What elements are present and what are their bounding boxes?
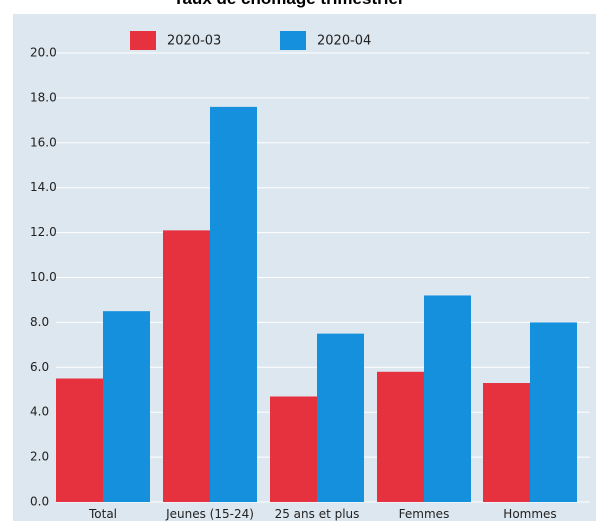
y-tick-label: 12.0 (30, 225, 57, 239)
bar-2020-03-jeunes-15-24- (163, 230, 210, 503)
legend-label: 2020-03 (167, 34, 221, 49)
y-tick-label: 20.0 (30, 46, 57, 60)
bar-2020-04-femmes (424, 295, 471, 502)
bar-2020-04-total (103, 311, 150, 502)
y-tick-label: 2.0 (30, 450, 49, 464)
y-tick-label: 4.0 (30, 405, 49, 419)
legend-swatch (280, 31, 306, 50)
x-category-label: 25 ans et plus (275, 507, 360, 521)
bar-2020-03-25-ans-et-plus (270, 396, 317, 502)
x-category-label: Jeunes (15-24) (165, 507, 254, 521)
legend-label: 2020-04 (317, 34, 371, 49)
y-tick-label: 14.0 (30, 180, 57, 194)
y-tick-label: 10.0 (30, 270, 57, 284)
x-category-label: Hommes (503, 507, 556, 521)
bar-2020-04-hommes (530, 322, 577, 502)
y-tick-label: 16.0 (30, 135, 57, 149)
bars (56, 106, 577, 503)
bar-2020-04-jeunes-15-24- (210, 106, 257, 502)
y-tick-label: 18.0 (30, 90, 57, 104)
bar-2020-03-femmes (377, 371, 424, 502)
y-tick-label: 6.0 (30, 360, 49, 374)
x-axis-labels: Total Jeunes (15-24) 25 ans et plus Femmes H… (88, 507, 557, 521)
chart-title: Taux de chômage trimestriel (173, 0, 402, 8)
y-tick-label: 0.0 (30, 495, 49, 509)
y-tick-label: 8.0 (30, 315, 49, 329)
x-category-label: Total (88, 507, 117, 521)
bar-2020-03-total (56, 378, 103, 502)
bar-2020-03-hommes (483, 383, 530, 502)
legend: 2020-03 2020-04 (130, 31, 371, 50)
legend-swatch (130, 31, 156, 50)
bar-2020-04-25-ans-et-plus (317, 333, 364, 502)
y-axis-ticks: 0.0 2.0 4.0 6.0 8.0 10.0 12.0 14.0 16.0 18.0 20.0 (30, 46, 57, 509)
x-category-label: Femmes (399, 507, 450, 521)
